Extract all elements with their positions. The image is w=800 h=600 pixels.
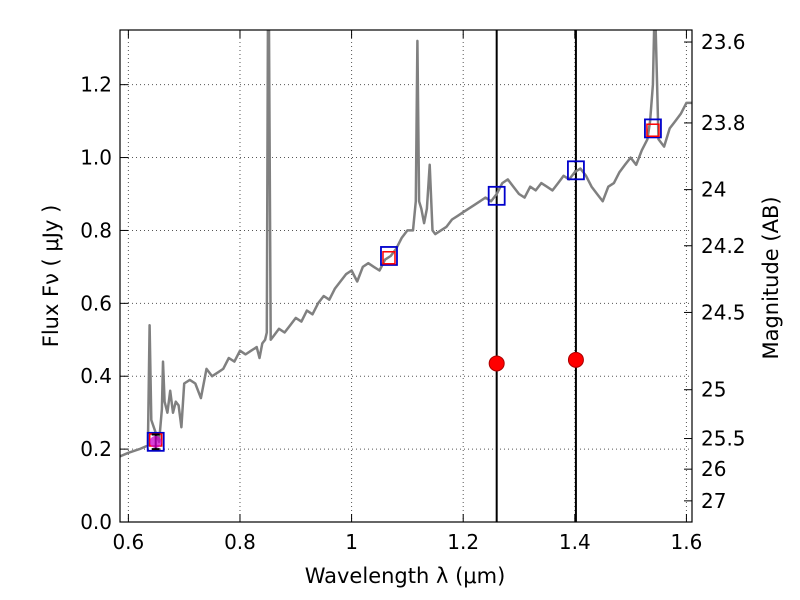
red-square-marker [646,123,660,137]
y-axis-label: Flux Fν ( μJy ) [39,205,63,348]
right-tick-label: 27 [701,489,726,513]
x-tick-label: 1.6 [671,530,703,554]
y-tick-label: 0.6 [80,291,112,315]
x-tick-label: 1 [345,530,358,554]
right-tick-label: 23.6 [701,30,746,54]
right-tick-label: 24.2 [701,234,746,258]
right-tick-label: 24 [701,178,726,202]
blue-square-marker [487,185,506,206]
red-dot-marker [488,355,505,372]
red-square-marker [382,251,396,265]
axes-box [119,29,693,523]
y-tick-label: 0.4 [80,364,112,388]
grid [120,30,692,523]
right-tick-label: 23.8 [701,111,746,135]
spectrum-line [120,30,692,458]
y-tick-label: 0.2 [80,437,112,461]
x-axis-label: Wavelength λ (μm) [305,564,506,588]
blue-square-marker [380,246,398,266]
x-tick-label: 0.8 [224,530,256,554]
blue-square-marker [644,118,662,139]
ticks: 0.6 0.8 1 1.2 1.4 1.6 0.0 0.2 0.4 0.6 0.8 1.0 1.2 23.… [80,30,746,554]
right-tick-label: 26 [701,457,726,481]
red-dot-marker [567,351,584,368]
x-tick-label: 1.4 [559,530,591,554]
right-tick-label: 25.5 [701,427,746,451]
right-tick-label: 25 [701,378,726,402]
axes-frame [119,29,693,523]
data-layer [120,30,692,522]
right-tick-label: 24.5 [701,300,746,324]
blue-square-marker [146,431,165,452]
y-tick-label: 1.0 [80,146,112,170]
y-tick-label: 0.8 [80,218,112,242]
x-tick-label: 1.2 [447,530,479,554]
magenta-point-marker [149,435,162,448]
x-tick-label: 0.6 [112,530,144,554]
right-axis-label: Magnitude (AB) [759,196,783,359]
y-tick-label: 0.0 [80,510,112,534]
y-tick-label: 1.2 [80,73,112,97]
blue-square-marker [567,160,585,181]
